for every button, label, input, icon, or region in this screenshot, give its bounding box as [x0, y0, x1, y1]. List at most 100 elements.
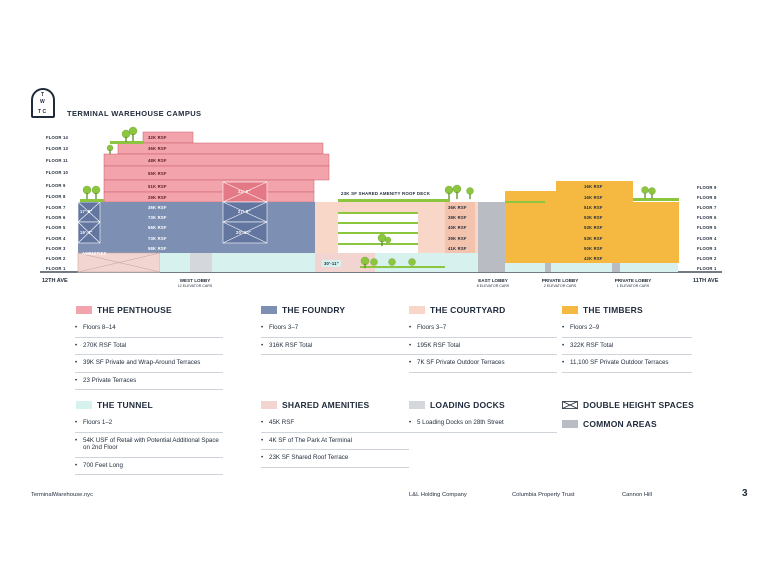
- floor-label: FLOOR 6: [697, 215, 717, 220]
- rsf-label: 16K RSF: [584, 184, 603, 189]
- rsf-label: 41K RSF: [448, 246, 467, 251]
- floor-label: FLOOR 14: [46, 135, 69, 140]
- rsf-label: 32K RSF: [148, 135, 167, 140]
- list-item: 322K RSF Total: [562, 338, 692, 355]
- floor-label: FLOOR 10: [46, 170, 69, 175]
- floor-label: FLOOR 11: [46, 158, 68, 163]
- timbers-swatch: [562, 306, 578, 314]
- list-item: 4K SF of The Park At Terminal: [261, 433, 409, 450]
- rsf-label: 51K RSF: [584, 205, 603, 210]
- logo-letters-tc: T C: [38, 109, 47, 115]
- height-label: 17'-8": [80, 209, 93, 214]
- rsf-label: 39K RSF: [448, 236, 467, 241]
- floor-label: FLOOR 5: [46, 225, 66, 230]
- floor-label: FLOOR 1: [46, 266, 66, 271]
- floor-label: FLOOR 3: [697, 246, 717, 251]
- height-label: 20'-10": [236, 230, 252, 235]
- roof-deck-label: 23K SF SHARED AMENITY ROOF DECK: [341, 191, 431, 196]
- rsf-label: 53K RSF: [584, 225, 603, 230]
- twtc-logo: T W T C: [31, 88, 55, 118]
- lobby-cars: 8 ELEVATOR CARS: [476, 283, 510, 288]
- list-item: 316K RSF Total: [261, 338, 409, 355]
- floor-label: FLOOR 5: [697, 225, 717, 230]
- list-item: 39K SF Private and Wrap-Around Terraces: [75, 355, 223, 373]
- floor-label: FLOOR 2: [46, 256, 66, 261]
- rsf-label: 58K RSF: [148, 246, 167, 251]
- penthouse-title: THE PENTHOUSE: [97, 305, 172, 315]
- amenities-label: AMENITIES: [82, 251, 107, 256]
- list-item: 270K RSF Total: [75, 338, 223, 355]
- east-lobby: EAST LOBBY 8 ELEVATOR CARS: [468, 278, 518, 289]
- lobby-name: WEST LOBBY: [179, 278, 211, 283]
- list-item: 195K RSF Total: [409, 338, 557, 355]
- footer-site: TerminalWarehouse.nyc: [31, 492, 93, 498]
- common-areas-title: COMMON AREAS: [583, 419, 657, 429]
- street-11th-ave: 11TH AVE: [693, 278, 719, 284]
- timbers-terraces: [505, 198, 679, 203]
- list-item: 54K USF of Retail with Potential Additio…: [75, 433, 223, 458]
- rsf-label: 36K RSF: [148, 146, 167, 151]
- courtyard-items: Floors 3–7 195K RSF Total 7K SF Private …: [409, 320, 557, 373]
- lobby-cars: 1 ELEVATOR CARS: [616, 283, 650, 288]
- list-item: Floors 8–14: [75, 320, 223, 338]
- foundry-block: [78, 202, 315, 253]
- lobby-name: PRIVATE LOBBY: [614, 278, 652, 283]
- penthouse-swatch: [76, 306, 92, 314]
- tunnel-title: THE TUNNEL: [97, 400, 153, 410]
- footer-company-2: Columbia Property Trust: [512, 492, 575, 498]
- foundry-title: THE FOUNDRY: [282, 305, 346, 315]
- rsf-label: 36K RSF: [448, 205, 467, 210]
- timbers-items: Floors 2–9 322K RSF Total 11,100 SF Priv…: [562, 320, 692, 373]
- lobby-name: PRIVATE LOBBY: [541, 278, 579, 283]
- west-lobby: WEST LOBBY 12 ELEVATOR CARS: [170, 278, 220, 289]
- rsf-label: 16K RSF: [584, 195, 603, 200]
- rsf-label: 42K RSF: [584, 256, 603, 261]
- loading-docks-title: LOADING DOCKS: [430, 400, 505, 410]
- private-lobby-2: PRIVATE LOBBY 1 ELEVATOR CARS: [605, 278, 661, 289]
- rsf-label: 48K RSF: [148, 158, 167, 163]
- courtyard-title: THE COURTYARD: [430, 305, 506, 315]
- tunnel-items: Floors 1–2 54K USF of Retail with Potent…: [75, 415, 223, 475]
- double-height-title: DOUBLE HEIGHT SPACES: [583, 400, 695, 410]
- list-item: 7K SF Private Outdoor Terraces: [409, 355, 557, 373]
- list-item: 5 Loading Docks on 28th Street: [409, 415, 557, 433]
- shared-amenities-swatch: [261, 401, 277, 409]
- page-number: 3: [742, 488, 748, 499]
- common-areas-swatch: [562, 420, 578, 428]
- rsf-label: 38K RSF: [448, 215, 467, 220]
- building-section-diagram: [40, 126, 722, 273]
- rsf-label: 50K RSF: [584, 246, 603, 251]
- rsf-label: 53K RSF: [584, 215, 603, 220]
- footer-company-1: L&L Holding Company: [409, 492, 467, 498]
- lobby-name: EAST LOBBY: [478, 278, 508, 283]
- tunnel-swatch: [76, 401, 92, 409]
- rsf-label: 36K RSF: [148, 205, 167, 210]
- floor-label: FLOOR 4: [46, 236, 66, 241]
- rsf-label: 56K RSF: [148, 225, 167, 230]
- floor-label: FLOOR 3: [46, 246, 66, 251]
- height-label: 27'-5": [238, 209, 251, 214]
- floor-label: FLOOR 2: [697, 256, 717, 261]
- height-label: 19'-4": [80, 230, 93, 235]
- loading-docks-items: 5 Loading Docks on 28th Street: [409, 415, 557, 433]
- double-height-swatch: [562, 401, 578, 409]
- rsf-label: 55K RSF: [148, 171, 167, 176]
- campus-title: TERMINAL WAREHOUSE CAMPUS: [67, 109, 202, 118]
- list-item: 23 Private Terraces: [75, 373, 223, 390]
- floor-label: FLOOR 9: [46, 183, 66, 188]
- footer-company-3: Cannon Hill: [622, 492, 652, 498]
- loading-dock: [190, 253, 212, 272]
- penthouse-terraces: [80, 141, 143, 202]
- floor-label: FLOOR 8: [46, 194, 66, 199]
- penthouse-items: Floors 8–14 270K RSF Total 39K SF Privat…: [75, 320, 223, 390]
- list-item: Floors 3–7: [409, 320, 557, 338]
- lobby-cars: 2 ELEVATOR CARS: [543, 283, 577, 288]
- list-item: 700 Feet Long: [75, 458, 223, 475]
- logo-letter-w: W: [40, 99, 45, 105]
- shared-amenities-title: SHARED AMENITIES: [282, 400, 370, 410]
- courtyard-swatch: [409, 306, 425, 314]
- shared-amenities-items: 45K RSF 4K SF of The Park At Terminal 23…: [261, 415, 409, 468]
- rsf-label: 40K RSF: [448, 225, 467, 230]
- double-height-spaces: [77, 181, 268, 273]
- street-12th-ave: 12TH AVE: [42, 278, 68, 284]
